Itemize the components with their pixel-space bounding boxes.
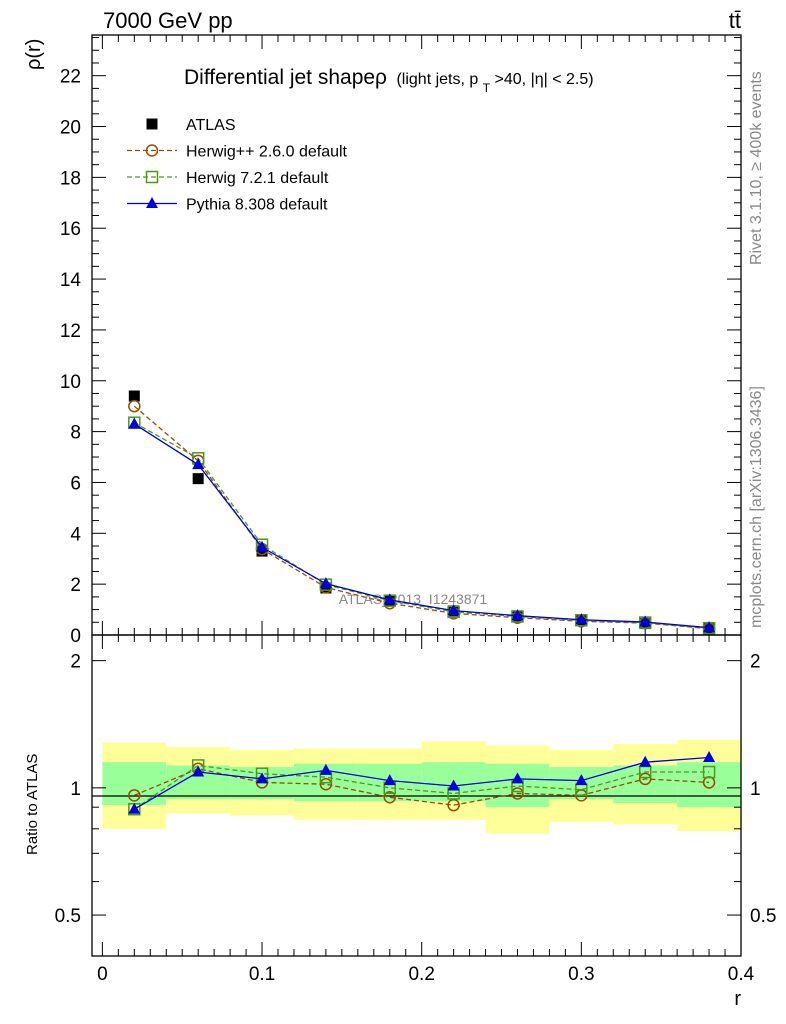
ratio-frame — [91, 634, 742, 957]
main-title-sub: T — [483, 81, 491, 95]
main-title-suffix: (light jets, p — [396, 71, 478, 88]
xtick-label: 0.4 — [728, 964, 755, 985]
main-point-pythia-8-308-default — [447, 604, 460, 616]
main-title: Differential jet shapeρ (light jets, p T… — [184, 66, 594, 96]
main-point-pythia-8-308-default — [319, 577, 332, 589]
main-ytick-label: 22 — [60, 67, 81, 88]
ratio-point-pythia-8-308-default — [575, 774, 588, 786]
ratio-band-stat — [485, 763, 550, 808]
header-right: tt̄ — [729, 8, 741, 33]
rivet-info: Rivet 3.1.10, ≥ 400k events — [748, 71, 765, 265]
legend-label-herwig-7-2-1-default: Herwig 7.2.1 default — [186, 170, 329, 187]
ratio-point-herwig-2-6-0-default — [319, 777, 333, 791]
ratio-line-pythia-8-308-default — [133, 756, 710, 810]
ratio-point-herwig-2-6-0-default — [128, 789, 141, 802]
main-point-pythia-8-308-default — [575, 613, 588, 625]
legend-marker-pythia-8-308-default — [146, 197, 158, 208]
ratio-point-herwig-7-2-1-default — [702, 765, 716, 779]
main-ytick-label: 4 — [70, 524, 81, 545]
ratio-point-pythia-8-308-default — [447, 779, 460, 791]
ratio-point-pythia-8-308-default — [192, 765, 205, 777]
legend-marker-herwig-2-6-0-default — [145, 144, 159, 157]
ratio-panel: 0.5 0.51 12 2 0 0.1 0.2 0.3 0.4 Ratio to ATLAS … — [24, 634, 777, 1010]
ratio-point-pythia-8-308-default — [383, 774, 396, 786]
main-watermark: ATLAS_2013_I1243871 — [339, 591, 488, 607]
legend: ATLAS Herwig++ 2.6.0 default Herwig 7.2.1 … — [127, 117, 348, 214]
main-ytick-labels: 0 2 4 6 8 10 12 14 16 18 20 22 — [60, 67, 82, 647]
ratio-ytick-label: 2 — [70, 652, 81, 673]
main-ytick-label: 6 — [70, 473, 81, 494]
x-axis-label: r — [734, 988, 741, 1010]
ratio-point-herwig-2-6-0-default — [383, 791, 397, 804]
xtick-labels: 0 0.1 0.2 0.3 0.4 — [97, 964, 755, 985]
xtick-label: 0.1 — [249, 964, 275, 985]
xtick-label: 0 — [97, 964, 108, 985]
ratio-point-pythia-8-308-default — [128, 802, 141, 814]
ratio-point-pythia-8-308-default — [319, 763, 332, 775]
main-point-herwig-2-6-0-default — [128, 399, 141, 413]
main-ytick-label: 18 — [60, 168, 81, 189]
ratio-point-pythia-8-308-default — [639, 755, 652, 767]
ratio-ylabel: Ratio to ATLAS — [24, 754, 41, 855]
main-point-pythia-8-308-default — [256, 540, 269, 552]
ratio-bands — [102, 739, 741, 834]
ratio-point-pythia-8-308-default — [256, 772, 269, 784]
main-ytick-label: 20 — [60, 118, 81, 139]
ratio-point-pythia-8-308-default — [511, 772, 524, 784]
main-title-main: Differential jet shapeρ — [184, 66, 387, 89]
ratio-band-stat — [677, 762, 741, 808]
legend-label-herwig-2-6-0-default: Herwig++ 2.6.0 default — [186, 144, 348, 161]
main-series — [128, 390, 716, 635]
ratio-series — [128, 750, 716, 816]
ratio-point-pythia-8-308-default — [703, 750, 716, 762]
main-ytick-label: 10 — [60, 372, 81, 393]
main-ytick-label: 12 — [60, 321, 81, 342]
ratio-band-stat — [102, 762, 167, 806]
main-ytick-label: 0 — [70, 626, 81, 647]
ratio-line-herwig-2-6-0-default — [134, 768, 710, 806]
main-point-atlas — [192, 473, 204, 485]
main-ytick-label: 2 — [70, 575, 81, 596]
ratio-point-herwig-2-6-0-default — [638, 772, 652, 786]
main-title-tail: >40, |η| < 2.5) — [495, 71, 594, 88]
ratio-ytick-label-right: 1 — [750, 779, 761, 800]
main-ylabel: ρ(r) — [23, 39, 45, 70]
mcplots-info: mcplots.cern.ch [arXiv:1306.3436] — [748, 386, 765, 628]
main-point-pythia-8-308-default — [192, 458, 205, 470]
main-ytick-label: 14 — [60, 270, 82, 291]
main-line-pythia-8-308-default — [133, 423, 710, 629]
ratio-ytick-label: 0.5 — [55, 906, 81, 927]
main-ytick-label: 8 — [70, 423, 81, 444]
legend-marker-herwig-7-2-1-default — [145, 170, 159, 184]
ratio-ytick-label-right: 2 — [750, 652, 761, 673]
main-point-pythia-8-308-default — [703, 621, 716, 633]
legend-label-pythia-8-308-default: Pythia 8.308 default — [186, 197, 328, 214]
legend-marker-atlas — [146, 118, 158, 130]
main-ytick-label: 16 — [60, 219, 81, 240]
main-point-pythia-8-308-default — [383, 593, 396, 605]
main-point-pythia-8-308-default — [511, 609, 524, 621]
ratio-line-herwig-7-2-1-default — [133, 764, 710, 810]
xtick-label: 0.3 — [568, 964, 594, 985]
ratio-ytick-label-right: 0.5 — [750, 906, 776, 927]
main-point-atlas — [128, 390, 140, 402]
xtick-label: 0.2 — [408, 964, 434, 985]
ratio-ytick-labels: 0.5 0.5 1 1 2 2 — [55, 652, 777, 927]
main-point-pythia-8-308-default — [128, 417, 141, 429]
ratio-point-herwig-2-6-0-default — [511, 787, 524, 800]
legend-label-atlas: ATLAS — [186, 117, 236, 134]
main-point-pythia-8-308-default — [639, 615, 652, 627]
ratio-ytick-label: 1 — [70, 779, 81, 800]
header-left: 7000 GeV pp — [103, 8, 233, 33]
